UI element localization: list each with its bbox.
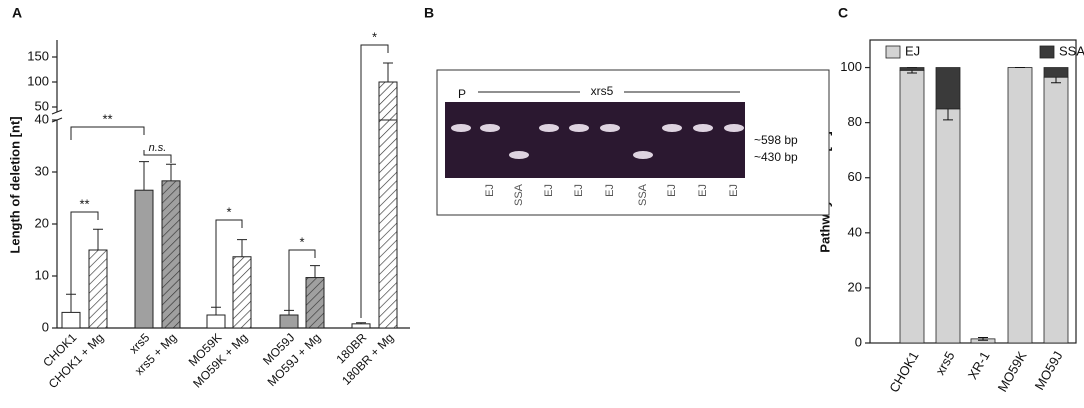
gel-band (693, 124, 713, 132)
x-tick-label: XR-1 (965, 349, 993, 382)
significance-label: n.s. (149, 142, 167, 154)
x-tick-label: MO59K (995, 348, 1030, 394)
gel-band (569, 124, 589, 132)
bar (279, 314, 299, 329)
bar-segment (899, 67, 925, 71)
bar (351, 323, 371, 329)
y-tick-label: 60 (848, 169, 862, 184)
y-tick-label: 0 (42, 319, 49, 334)
bar (305, 277, 325, 329)
bar-segment (935, 67, 961, 110)
lane-label: EJ (697, 184, 709, 197)
error-bar (978, 336, 988, 341)
x-tick-label: CHOK1 (886, 349, 921, 395)
y-tick-label: 150 (27, 48, 49, 63)
y-tick-label: 20 (848, 279, 862, 294)
error-bar (237, 239, 247, 257)
lane-label: EJ (728, 184, 740, 197)
y-tick-label: 100 (27, 73, 49, 88)
x-tick-label: xrs5 (932, 349, 957, 378)
lane-label: EJ (573, 184, 585, 197)
legend-swatch (885, 45, 901, 59)
y-tick-label: 100 (840, 59, 862, 74)
parent-label: P (458, 87, 466, 101)
error-bar (93, 228, 103, 250)
band-label: ~430 bp (754, 150, 798, 164)
y-tick-label: 20 (35, 215, 49, 230)
significance-label: * (372, 29, 377, 44)
significance-bracket (215, 219, 243, 310)
y-tick-label: 30 (35, 163, 49, 178)
bar (378, 119, 398, 329)
gel-band (724, 124, 744, 132)
significance-bracket (288, 249, 316, 315)
error-bar (139, 161, 149, 191)
lane-label: EJ (666, 184, 678, 197)
gel-band (480, 124, 500, 132)
lane-label: EJ (543, 184, 555, 197)
panel-label: B (424, 5, 434, 21)
gel-image (445, 102, 745, 178)
bar (206, 314, 226, 329)
y-tick-label: 80 (848, 114, 862, 129)
error-bar (356, 322, 366, 324)
bar (134, 189, 154, 329)
bar (61, 311, 81, 329)
error-bar (383, 62, 393, 82)
y-tick-label: 0 (855, 334, 862, 349)
significance-bracket (70, 126, 145, 140)
bar-segment (1007, 67, 1033, 344)
y-axis-label: Length of deletion [nt] (7, 116, 22, 253)
gel-band (600, 124, 620, 132)
lane-label: SSA (637, 183, 649, 206)
bar-segment (1043, 76, 1069, 344)
significance-bracket (143, 150, 172, 163)
error-bar (310, 265, 320, 278)
axis-break (51, 109, 63, 115)
bar-segment (1043, 67, 1069, 78)
bar-segment (899, 69, 925, 344)
error-bar (166, 163, 176, 181)
significance-label: * (226, 204, 231, 219)
bar-segment (935, 108, 961, 344)
y-tick-label: 10 (35, 267, 49, 282)
bar (378, 81, 398, 121)
bar (88, 249, 108, 329)
significance-bracket (70, 211, 99, 310)
significance-label: * (299, 234, 304, 249)
gel-band (633, 151, 653, 159)
legend-label: EJ (905, 43, 920, 58)
y-tick-label: 40 (848, 224, 862, 239)
lane-label: SSA (513, 183, 525, 206)
gel-band (509, 151, 529, 159)
gel-band (662, 124, 682, 132)
y-tick-label: 40 (35, 111, 49, 126)
bar (232, 256, 252, 329)
panel-label: C (838, 5, 848, 21)
x-tick-label: MO59J (1032, 349, 1066, 393)
bar (161, 180, 181, 329)
band-label: ~598 bp (754, 133, 798, 147)
significance-bracket (360, 44, 389, 318)
legend-label: SSA (1059, 43, 1084, 58)
lane-label: EJ (484, 184, 496, 197)
gel-band (539, 124, 559, 132)
panel-label: A (12, 5, 22, 21)
lane-label: EJ (604, 184, 616, 197)
y-tick-label: 50 (35, 98, 49, 113)
significance-label: ** (79, 196, 89, 211)
group-label: xrs5 (591, 84, 614, 98)
significance-label: ** (102, 111, 112, 126)
gel-band (451, 124, 471, 132)
legend-swatch (1039, 45, 1055, 59)
